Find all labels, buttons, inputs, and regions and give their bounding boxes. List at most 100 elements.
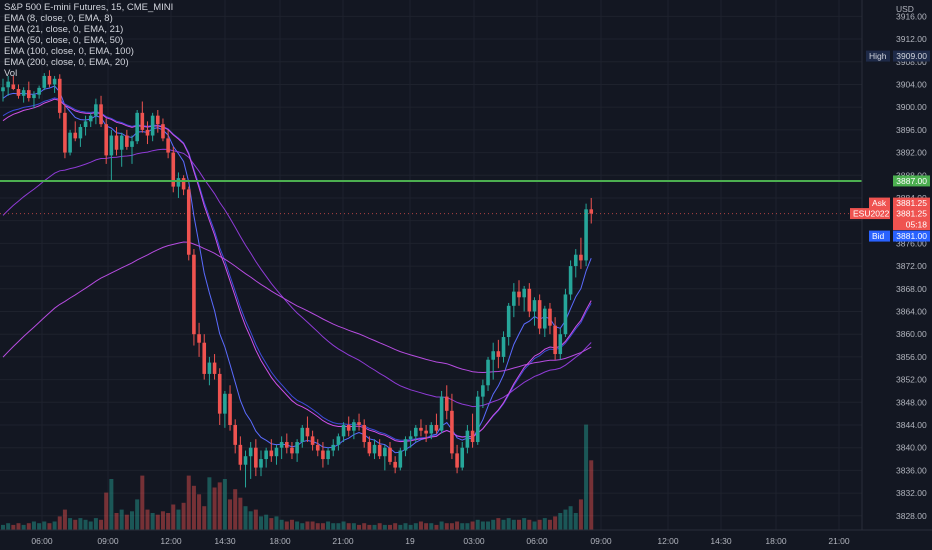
volume-bar: [140, 475, 145, 530]
price-tick-label: 3844.00: [896, 420, 927, 430]
time-axis[interactable]: [0, 530, 932, 550]
price-tick-label: 3860.00: [896, 329, 927, 339]
chart-legend: S&P 500 E-mini Futures, 15, CME_MINI EMA…: [4, 2, 173, 79]
candle-body: [414, 427, 418, 437]
candle-body: [186, 189, 191, 255]
volume-bar: [362, 523, 367, 530]
ask-value: 3881.25: [896, 198, 927, 208]
candle-body: [315, 444, 320, 451]
candle-body: [104, 124, 108, 156]
volume-bar: [279, 519, 284, 530]
volume-bar: [341, 521, 346, 530]
volume-bar: [403, 523, 408, 530]
price-axis[interactable]: [862, 0, 932, 530]
volume-bar: [429, 523, 434, 530]
price-axis-labels: 3916.00 3912.00 3908.00 3904.00 3900.00 3896.…: [896, 11, 927, 520]
candle-body: [42, 75, 47, 88]
candle-body: [99, 104, 103, 125]
candle-body: [522, 288, 526, 298]
candle-body: [192, 254, 196, 335]
volume-bar: [310, 521, 315, 530]
candle-body: [269, 450, 274, 457]
legend-ema-8[interactable]: EMA (8, close, 0, EMA, 8): [4, 13, 113, 24]
candle-body: [238, 444, 243, 465]
bid-value-bg: [893, 230, 930, 242]
volume-bar: [444, 523, 449, 530]
time-tick-label: 03:00: [463, 536, 485, 546]
price-tags: High 3909.00 3887.00 Ask 3881.25 ESU2022 3881.…: [850, 50, 930, 242]
candle-body: [16, 89, 21, 96]
legend-volume[interactable]: Vol: [4, 68, 18, 79]
candle-body: [439, 396, 444, 431]
volume-bar: [6, 523, 11, 530]
price-tick-label: 3892.00: [896, 148, 927, 158]
symbol-label: ESU2022: [853, 209, 890, 219]
volume-bar: [357, 524, 362, 530]
volume-bar: [135, 499, 140, 530]
candle-body: [553, 325, 557, 355]
volume-bar: [465, 523, 470, 530]
candles: [1, 70, 594, 488]
volume-bar: [563, 509, 568, 530]
volume-bar: [228, 499, 233, 530]
candle-body: [21, 90, 26, 96]
candle-body: [140, 112, 145, 130]
chart-title[interactable]: S&P 500 E-mini Futures, 15, CME_MINI: [4, 2, 174, 13]
volume-bar: [377, 523, 382, 530]
candle-body: [145, 129, 150, 136]
volume-bar: [119, 509, 124, 530]
volume-bars: [1, 424, 594, 530]
candle-body: [181, 178, 186, 190]
candle-body: [202, 342, 207, 374]
candle-body: [532, 300, 537, 312]
candle-body: [475, 396, 480, 443]
volume-bar: [326, 521, 331, 530]
price-tick-label: 3836.00: [896, 465, 927, 475]
price-tick-label: 3856.00: [896, 352, 927, 362]
legend-ema-21[interactable]: EMA (21, close, 0, EMA, 21): [4, 24, 124, 35]
volume-bar: [155, 514, 160, 530]
candle-body: [558, 334, 563, 355]
volume-bar: [408, 524, 413, 530]
candle-body: [254, 447, 258, 468]
ask-label-bg: [869, 197, 890, 209]
price-lines: [0, 179, 862, 215]
volume-bar: [253, 509, 258, 530]
volume-bar: [470, 521, 475, 530]
price-tick-label: 3872.00: [896, 261, 927, 271]
candle-body: [388, 447, 392, 462]
legend-ema-100[interactable]: EMA (100, close, 0, EMA, 100): [4, 46, 134, 57]
volume-bar: [346, 523, 351, 530]
bid-label-bg: [869, 230, 890, 242]
candle-body: [470, 430, 475, 443]
volume-bar: [16, 523, 21, 530]
candle-body: [501, 337, 506, 357]
candle-body: [228, 393, 232, 425]
level-value-bg: [893, 175, 930, 187]
volume-bar: [522, 518, 527, 530]
candle-body: [6, 81, 10, 88]
candle-body: [341, 425, 346, 437]
price-tick-label: 3904.00: [896, 79, 927, 89]
price-tick-label: 3900.00: [896, 102, 927, 112]
volume-bar: [47, 523, 52, 530]
volume-bar: [289, 519, 294, 530]
volume-bar: [68, 518, 73, 530]
candle-body: [94, 104, 98, 116]
volume-bar: [37, 523, 42, 530]
price-tick-label: 3868.00: [896, 284, 927, 294]
candle-body: [398, 450, 403, 468]
volume-bar: [1, 524, 5, 530]
volume-bar: [511, 519, 516, 530]
volume-bar: [11, 524, 16, 530]
candle-body: [336, 436, 341, 445]
volume-bar: [243, 506, 248, 530]
volume-bar: [202, 506, 207, 530]
candle-body: [264, 450, 268, 460]
volume-bar: [439, 521, 444, 530]
candle-body: [584, 209, 588, 261]
candle-body: [279, 442, 284, 448]
legend-ema-200[interactable]: EMA (200, close, 0, EMA, 20): [4, 57, 129, 68]
legend-ema-50[interactable]: EMA (50, close, 0, EMA, 50): [4, 35, 124, 46]
